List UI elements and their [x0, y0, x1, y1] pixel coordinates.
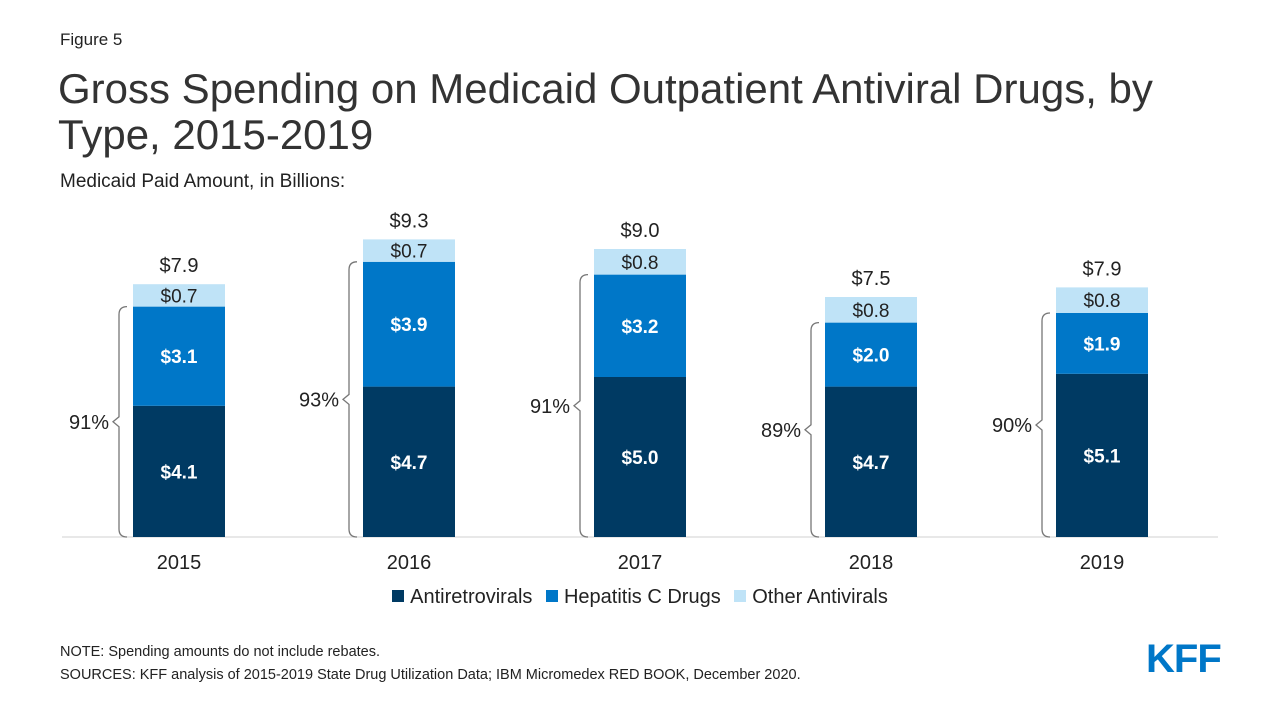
data-label-antiretrovirals-2017: $5.0 [622, 448, 659, 469]
bar-hepatitis-c-2018 [825, 322, 917, 387]
total-label-2018: $7.5 [852, 268, 891, 290]
bracket-2019 [1034, 312, 1051, 538]
bar-other-antivirals-2015 [133, 284, 225, 307]
bar-hepatitis-c-2015 [133, 306, 225, 406]
total-label-2016: $9.3 [390, 210, 429, 232]
bar-antiretrovirals-2019 [1056, 373, 1148, 537]
x-tick-label-2016: 2016 [387, 552, 432, 574]
stacked-bar-chart: $4.1 $3.1 $0.7 $7.9 91% 2015 $4.7 $3.9 $0.7 $9.3 9… [62, 210, 1218, 574]
data-label-hepatitis-c-2018: $2.0 [853, 346, 890, 367]
figure-label: Figure 5 [60, 30, 123, 49]
bar-other-antivirals-2018 [825, 297, 917, 323]
legend-label-hepatitis-c: Hepatitis C Drugs [563, 586, 721, 608]
bar-other-antivirals-2016 [363, 239, 455, 262]
sources-text: SOURCES: KFF analysis of 2015-2019 State… [60, 667, 801, 683]
bar-antiretrovirals-2015 [133, 405, 225, 537]
total-label-2019: $7.9 [1083, 258, 1122, 280]
chart-title: Gross Spending on Medicaid Outpatient An… [58, 65, 1153, 158]
bracket-label-2017: 91% [530, 396, 570, 418]
bracket-2015 [111, 305, 128, 538]
x-tick-label-2015: 2015 [157, 552, 202, 574]
x-tick-label-2018: 2018 [849, 552, 894, 574]
data-label-hepatitis-c-2019: $1.9 [1084, 334, 1121, 355]
data-label-antiretrovirals-2019: $5.1 [1084, 446, 1121, 467]
bracket-label-2015: 91% [69, 412, 109, 434]
total-label-2015: $7.9 [160, 255, 199, 277]
legend-label-other-antivirals: Other Antivirals [752, 586, 888, 608]
note-text: NOTE: Spending amounts do not include re… [60, 644, 380, 660]
data-label-other-antivirals-2018: $0.8 [853, 301, 890, 322]
legend-swatch-other-antivirals [734, 590, 747, 602]
bracket-2017 [572, 273, 589, 538]
data-label-other-antivirals-2019: $0.8 [1084, 291, 1121, 312]
total-label-2017: $9.0 [621, 220, 660, 242]
legend-item-hepatitis-c: Hepatitis C Drugs [545, 586, 721, 609]
x-tick-label-2019: 2019 [1080, 552, 1125, 574]
legend-swatch-hepatitis-c [545, 590, 558, 602]
data-label-antiretrovirals-2016: $4.7 [391, 453, 428, 474]
data-label-hepatitis-c-2017: $3.2 [622, 317, 659, 338]
legend-swatch-antiretrovirals [392, 590, 405, 602]
data-label-other-antivirals-2016: $0.7 [391, 242, 428, 263]
bracket-label-2016: 93% [299, 389, 339, 411]
legend: Antiretrovirals Hepatitis C Drugs Other … [0, 586, 1280, 609]
data-label-other-antivirals-2017: $0.8 [622, 253, 659, 274]
bar-antiretrovirals-2018 [825, 386, 917, 537]
bracket-label-2018: 89% [761, 420, 801, 442]
bar-antiretrovirals-2016 [363, 386, 455, 537]
data-label-antiretrovirals-2015: $4.1 [161, 462, 198, 483]
bar-hepatitis-c-2019 [1056, 313, 1148, 374]
data-label-antiretrovirals-2018: $4.7 [853, 453, 890, 474]
bar-other-antivirals-2017 [594, 249, 686, 275]
data-label-hepatitis-c-2016: $3.9 [391, 315, 428, 336]
data-label-hepatitis-c-2015: $3.1 [161, 347, 198, 368]
bar-hepatitis-c-2016 [363, 261, 455, 387]
data-label-other-antivirals-2015: $0.7 [161, 286, 198, 307]
bracket-2016 [341, 261, 358, 538]
bracket-label-2019: 90% [992, 415, 1032, 437]
legend-item-antiretrovirals: Antiretrovirals [392, 586, 532, 609]
bar-hepatitis-c-2017 [594, 274, 686, 377]
bar-antiretrovirals-2017 [594, 377, 686, 537]
x-tick-label-2017: 2017 [618, 552, 663, 574]
bracket-2018 [803, 321, 820, 538]
kff-logo: KFF [1146, 637, 1222, 681]
legend-item-other-antivirals: Other Antivirals [734, 586, 888, 609]
chart-subtitle: Medicaid Paid Amount, in Billions: [60, 171, 346, 192]
bar-other-antivirals-2019 [1056, 287, 1148, 313]
legend-label-antiretrovirals: Antiretrovirals [410, 586, 533, 608]
